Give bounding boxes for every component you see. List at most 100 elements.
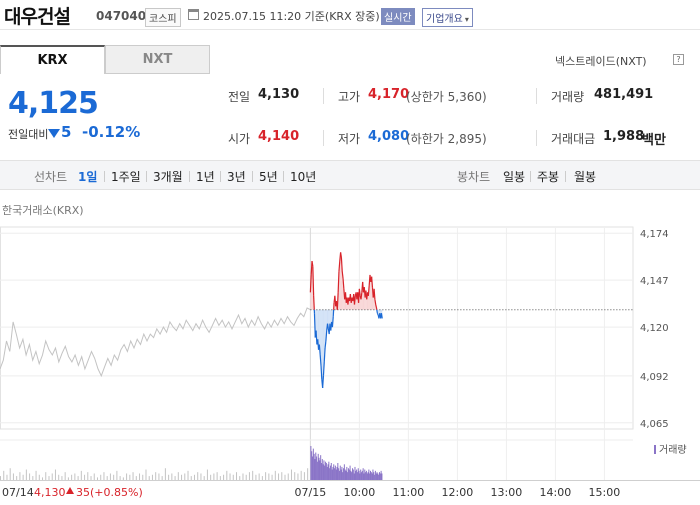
volume-bar-prev	[287, 473, 289, 480]
range-monthly[interactable]: 월봉	[574, 170, 597, 184]
volume-bar-today	[327, 464, 329, 480]
volume-bar-today	[378, 474, 380, 480]
volume-bar-prev	[151, 474, 153, 480]
volume-bar-prev	[32, 476, 34, 480]
volume-bar-today	[340, 469, 342, 480]
volume-bar-prev	[116, 470, 118, 480]
help-icon[interactable]: ?	[673, 54, 684, 65]
volume-bar-prev	[200, 473, 202, 480]
today-series-segment	[325, 330, 328, 342]
range-1d[interactable]: 1일	[78, 170, 98, 184]
volume-bar-prev	[300, 470, 302, 480]
volume-bar-prev	[294, 472, 296, 480]
range-1w[interactable]: 1주일	[111, 170, 141, 184]
today-fill-segment	[318, 309, 320, 350]
volume-bar-today	[335, 469, 337, 480]
volume-bar-today	[367, 472, 369, 480]
today-series-segment	[323, 347, 326, 362]
range-weekly[interactable]: 주봉	[537, 170, 560, 184]
volume-bar-today	[347, 472, 349, 480]
range-1y[interactable]: 1년	[196, 170, 215, 184]
volume-bar-today	[363, 473, 365, 480]
divider	[146, 171, 147, 182]
today-series-segment	[311, 260, 314, 267]
nextrade-link[interactable]: 넥스트레이드(NXT)	[555, 55, 647, 68]
volume-bar-prev	[16, 476, 18, 480]
prev-change-label: 35	[76, 486, 90, 499]
volume-bar-today	[373, 472, 375, 480]
today-series-segment	[336, 292, 339, 310]
volume-bar-today	[329, 468, 331, 480]
today-series-segment	[338, 260, 341, 272]
candle-chart-label[interactable]: 봉차트	[457, 170, 491, 184]
today-series-segment	[367, 285, 370, 296]
volume-bar-today	[346, 466, 348, 480]
chevron-down-icon: ▾	[464, 15, 469, 24]
volume-bar-today	[370, 472, 372, 480]
tab-nxt[interactable]: NXT	[105, 45, 210, 74]
x-tick-label: 13:00	[491, 486, 523, 499]
today-series-segment	[376, 312, 379, 316]
volume-bar-prev	[113, 474, 115, 480]
today-series-segment	[324, 340, 327, 349]
volume-bar-prev	[248, 472, 250, 480]
range-3m[interactable]: 3개월	[153, 170, 183, 184]
today-series-segment	[318, 344, 321, 356]
divider	[536, 130, 537, 146]
x-tick-label: 14:00	[540, 486, 572, 499]
change-percent: -0.12%	[82, 123, 141, 141]
volume-bar-prev	[158, 473, 160, 480]
volume-bar-today	[361, 470, 363, 480]
volume-bar-prev	[187, 470, 189, 480]
volume-bar-prev	[74, 473, 76, 480]
realtime-badge[interactable]: 실시간	[381, 8, 415, 25]
volume-bar-prev	[139, 473, 141, 480]
range-daily[interactable]: 일봉	[503, 170, 526, 184]
volume-bar-today	[332, 466, 334, 480]
today-series-segment	[340, 252, 343, 258]
volume-bar-prev	[226, 470, 228, 480]
volume-bar-today	[371, 473, 373, 480]
volume-bar-today	[333, 464, 335, 480]
volume-bar-prev	[164, 468, 166, 480]
volume-bar-prev	[22, 474, 24, 480]
volume-bar-today	[321, 459, 323, 480]
volume-bar-prev	[307, 468, 309, 480]
volume-bar-prev	[54, 469, 56, 480]
volume-bar-today	[331, 469, 333, 480]
volume-bar-prev	[197, 472, 199, 480]
today-fill-segment	[370, 276, 372, 310]
today-series-segment	[322, 375, 325, 389]
amount-value: 1,988	[603, 129, 645, 144]
today-series-segment	[322, 361, 325, 376]
company-info-button[interactable]: 기업개요 ▾	[422, 8, 473, 27]
volume-bar-prev	[245, 474, 247, 480]
volume-bar-today	[347, 468, 349, 480]
volume-bar-today	[325, 463, 327, 480]
today-series-segment	[331, 316, 334, 328]
volume-bar-prev	[210, 474, 212, 480]
volume-bar-today	[359, 473, 361, 480]
x-tick-label: 10:00	[344, 486, 376, 499]
today-series-segment	[376, 309, 378, 314]
range-5y[interactable]: 5년	[259, 170, 278, 184]
volume-bar-prev	[184, 473, 186, 480]
today-fill-segment	[340, 252, 342, 310]
open-label: 시가	[228, 132, 251, 146]
range-3y[interactable]: 3년	[227, 170, 246, 184]
volume-bar-today	[334, 465, 336, 480]
range-10y[interactable]: 10년	[290, 170, 317, 184]
y-tick-label: 4,092	[640, 372, 669, 383]
prev-close-value: 4,130	[258, 87, 300, 102]
volume-bar-prev	[129, 474, 131, 480]
tab-krx[interactable]: KRX	[0, 45, 105, 74]
volume-bar-prev	[232, 474, 234, 480]
volume-bar-today	[369, 473, 371, 480]
volume-bar-prev	[64, 472, 66, 480]
volume-bar-today	[374, 470, 376, 480]
volume-bar-prev	[3, 470, 5, 480]
line-chart-label[interactable]: 선차트	[34, 170, 68, 184]
volume-bar-prev	[122, 477, 124, 480]
volume-bar-prev	[297, 473, 299, 480]
